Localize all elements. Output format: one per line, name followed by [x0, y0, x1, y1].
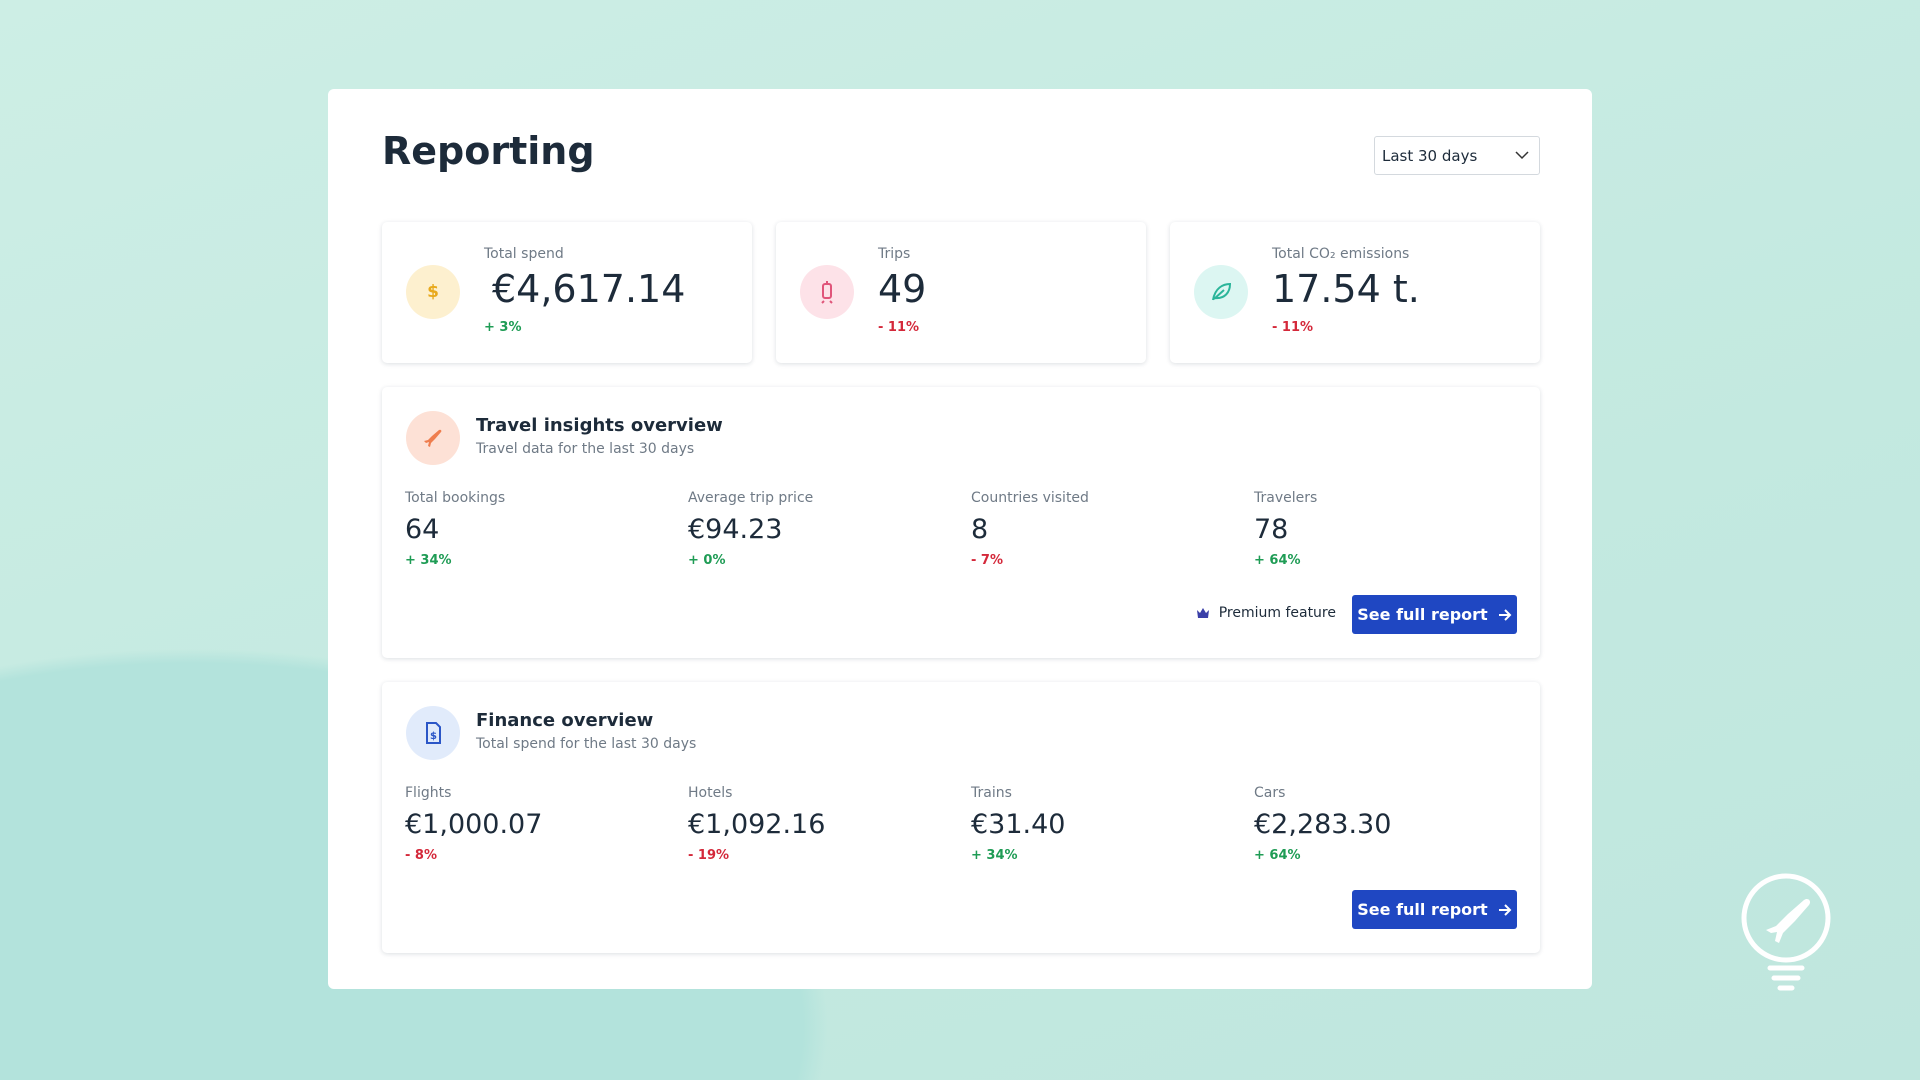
- period-dropdown[interactable]: Last 30 days: [1374, 136, 1540, 175]
- svg-text:$: $: [430, 731, 437, 742]
- kpi-card: $ Total spend €4,617.14 + 3%: [382, 222, 752, 363]
- arrow-icon: [1498, 608, 1512, 621]
- crown-icon: [1196, 608, 1209, 618]
- change: + 34%: [405, 553, 452, 568]
- kpi-value: 49: [878, 267, 927, 311]
- icon-glyph: [821, 281, 833, 304]
- metric-value: €1,000.07: [405, 809, 543, 840]
- metric-value: 78: [1254, 514, 1289, 545]
- kpi-value: €4,617.14: [492, 267, 686, 311]
- metric-label: Average trip price: [688, 490, 814, 506]
- kpi-value: 17.54 t.: [1272, 267, 1420, 311]
- period-label: Last 30 days: [1382, 146, 1478, 165]
- change: - 11%: [1272, 320, 1314, 335]
- change: + 64%: [1254, 553, 1301, 568]
- icon: $: [406, 706, 460, 760]
- metric-value: 64: [405, 514, 440, 545]
- metric-label: Travelers: [1254, 490, 1318, 506]
- kpi-card: Total CO₂ emissions 17.54 t. - 11%: [1170, 222, 1540, 363]
- icon: [406, 411, 460, 465]
- change: - 19%: [688, 848, 730, 863]
- section-subtitle: Total spend for the last 30 days: [476, 736, 697, 752]
- section-title: Travel insights overview: [476, 415, 723, 436]
- svg-text:$: $: [427, 282, 439, 302]
- chevron: [1515, 151, 1529, 160]
- icon-glyph: [424, 429, 442, 447]
- change: + 34%: [971, 848, 1018, 863]
- metric-value: €31.40: [971, 809, 1066, 840]
- icon: [800, 265, 854, 319]
- section-card: Travel insights overview Travel data for …: [382, 387, 1540, 658]
- see-full-report-button[interactable]: See full report: [1352, 890, 1517, 929]
- change: + 64%: [1254, 848, 1301, 863]
- icon: $: [406, 265, 460, 319]
- premium-feature: Premium feature: [1196, 605, 1336, 621]
- section-card: $ Finance overview Total spend for the las…: [382, 682, 1540, 953]
- kpi-label: Trips: [878, 246, 911, 262]
- metric-value: 8: [971, 514, 989, 545]
- logo: [1741, 873, 1831, 991]
- change: - 11%: [878, 320, 920, 335]
- kpi-card: Trips 49 - 11%: [776, 222, 1146, 363]
- page-title: Reporting: [382, 129, 595, 173]
- metric-label: Hotels: [688, 785, 733, 801]
- arrow-icon: [1498, 903, 1512, 916]
- icon-glyph: $: [426, 722, 441, 744]
- kpi-label: Total spend: [484, 246, 564, 262]
- metric-value: €1,092.16: [688, 809, 826, 840]
- button-label: See full report: [1357, 605, 1488, 624]
- metric-label: Trains: [971, 785, 1012, 801]
- button-label: See full report: [1357, 900, 1488, 919]
- see-full-report-button[interactable]: See full report: [1352, 595, 1517, 634]
- icon-glyph: [1212, 282, 1232, 301]
- premium-label: Premium feature: [1218, 605, 1336, 621]
- section-subtitle: Travel data for the last 30 days: [476, 441, 695, 457]
- change: - 7%: [971, 553, 1003, 568]
- metric-label: Countries visited: [971, 490, 1089, 506]
- icon: [1194, 265, 1248, 319]
- icon-glyph: $: [427, 282, 439, 302]
- reporting-panel: Reporting Last 30 days $ Total spend €4,61…: [328, 89, 1592, 989]
- change: - 8%: [405, 848, 437, 863]
- metric-label: Cars: [1254, 785, 1286, 801]
- metric-value: €94.23: [688, 514, 783, 545]
- metric-label: Total bookings: [405, 490, 506, 506]
- change: + 0%: [688, 553, 726, 568]
- metric-label: Flights: [405, 785, 452, 801]
- change: + 3%: [484, 320, 522, 335]
- kpi-label: Total CO₂ emissions: [1272, 246, 1410, 262]
- section-title: Finance overview: [476, 710, 654, 731]
- metric-value: €2,283.30: [1254, 809, 1392, 840]
